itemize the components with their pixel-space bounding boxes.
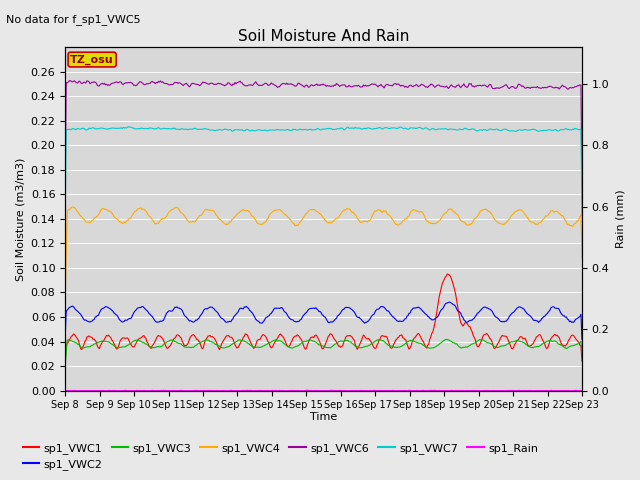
sp1_VWC3: [61, 362, 69, 368]
sp1_VWC4: [61, 298, 69, 304]
sp1_Rain: [311, 388, 319, 394]
sp1_VWC1: [341, 337, 349, 343]
sp1_VWC3: [341, 338, 349, 344]
Y-axis label: Soil Moisture (m3/m3): Soil Moisture (m3/m3): [15, 157, 25, 280]
sp1_Rain: [487, 388, 495, 394]
sp1_VWC4: [342, 207, 349, 213]
sp1_VWC1: [307, 335, 314, 340]
sp1_VWC3: [442, 336, 450, 342]
sp1_VWC3: [578, 350, 586, 356]
sp1_VWC7: [342, 126, 349, 132]
sp1_VWC7: [486, 126, 493, 132]
sp1_VWC2: [578, 336, 586, 342]
Line: sp1_Rain: sp1_Rain: [65, 390, 582, 391]
sp1_VWC3: [369, 340, 376, 346]
X-axis label: Time: Time: [310, 412, 337, 422]
sp1_VWC1: [369, 342, 376, 348]
sp1_VWC4: [486, 209, 493, 215]
Line: sp1_VWC6: sp1_VWC6: [65, 81, 582, 187]
sp1_Rain: [461, 388, 468, 394]
Line: sp1_VWC2: sp1_VWC2: [65, 302, 582, 339]
sp1_VWC2: [486, 306, 493, 312]
sp1_VWC7: [61, 214, 69, 219]
Legend: sp1_VWC1, sp1_VWC2, sp1_VWC3, sp1_VWC4, sp1_VWC6, sp1_VWC7, sp1_Rain: sp1_VWC1, sp1_VWC2, sp1_VWC3, sp1_VWC4, …: [19, 438, 543, 474]
sp1_Rain: [61, 388, 69, 394]
sp1_VWC4: [567, 223, 575, 228]
sp1_Rain: [568, 388, 575, 394]
sp1_VWC6: [67, 78, 74, 84]
sp1_VWC6: [370, 82, 378, 87]
Text: TZ_osu: TZ_osu: [70, 54, 114, 65]
sp1_VWC7: [567, 127, 575, 132]
Line: sp1_VWC4: sp1_VWC4: [65, 207, 582, 301]
sp1_VWC7: [308, 127, 316, 133]
Title: Soil Moisture And Rain: Soil Moisture And Rain: [238, 29, 409, 44]
Text: No data for f_sp1_VWC5: No data for f_sp1_VWC5: [6, 14, 141, 25]
sp1_VWC6: [578, 184, 586, 190]
sp1_VWC1: [61, 359, 69, 364]
sp1_VWC2: [445, 300, 453, 305]
sp1_VWC4: [68, 204, 76, 210]
sp1_VWC7: [578, 213, 586, 218]
sp1_VWC6: [342, 84, 349, 90]
sp1_VWC7: [370, 126, 378, 132]
sp1_Rain: [578, 388, 586, 394]
sp1_VWC3: [310, 338, 317, 344]
sp1_VWC6: [311, 83, 319, 88]
sp1_VWC1: [578, 358, 586, 364]
sp1_VWC2: [310, 305, 317, 311]
sp1_Rain: [370, 387, 378, 393]
Line: sp1_VWC1: sp1_VWC1: [65, 274, 582, 361]
sp1_VWC4: [308, 206, 316, 212]
sp1_VWC3: [307, 337, 314, 343]
sp1_VWC6: [308, 82, 316, 87]
sp1_Rain: [308, 388, 316, 394]
sp1_Rain: [303, 387, 310, 393]
sp1_VWC6: [61, 182, 69, 188]
sp1_VWC4: [311, 207, 319, 213]
sp1_VWC2: [61, 335, 69, 341]
Line: sp1_VWC3: sp1_VWC3: [65, 339, 582, 365]
sp1_VWC4: [370, 210, 378, 216]
sp1_VWC3: [486, 340, 493, 346]
sp1_VWC1: [567, 334, 575, 340]
sp1_VWC4: [578, 255, 586, 261]
sp1_VWC1: [486, 336, 493, 341]
sp1_VWC1: [310, 335, 317, 341]
sp1_VWC6: [567, 84, 575, 90]
sp1_VWC2: [369, 312, 376, 318]
Y-axis label: Rain (mm): Rain (mm): [615, 190, 625, 248]
sp1_VWC2: [307, 306, 314, 312]
sp1_VWC7: [311, 127, 319, 132]
sp1_VWC3: [567, 343, 575, 349]
sp1_Rain: [342, 388, 349, 394]
sp1_VWC6: [486, 82, 493, 87]
Line: sp1_VWC7: sp1_VWC7: [65, 127, 582, 216]
sp1_VWC2: [567, 318, 575, 324]
sp1_VWC1: [444, 271, 451, 277]
sp1_VWC7: [125, 124, 132, 130]
sp1_VWC2: [341, 305, 349, 311]
